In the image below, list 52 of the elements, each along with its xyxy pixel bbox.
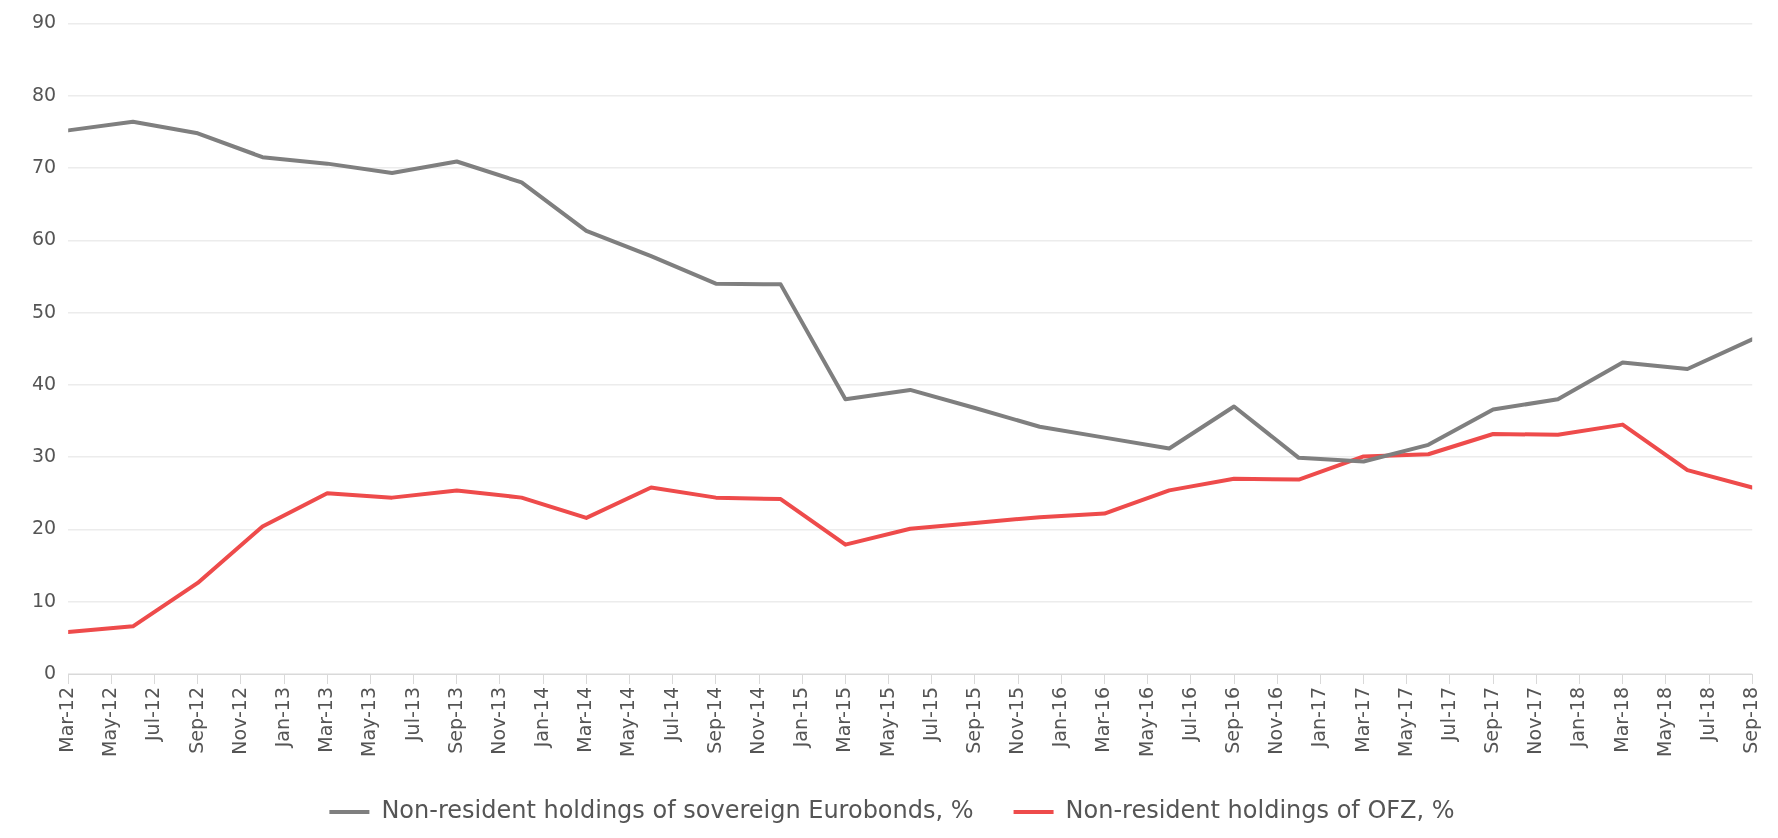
x-tick-label: Sep-17 [1480, 687, 1503, 754]
x-tick-label: Sep-15 [961, 687, 984, 754]
x-tick-label: May-14 [616, 687, 639, 758]
x-tick-label: Sep-18 [1739, 687, 1762, 754]
x-tick-label: Jan-14 [530, 687, 553, 749]
x-tick-label: Mar-18 [1609, 687, 1632, 753]
y-tick-label: 30 [31, 444, 57, 467]
x-tick-label: Nov-12 [227, 687, 250, 755]
x-tick-label: Nov-17 [1523, 687, 1546, 755]
x-tick-label: Mar-13 [314, 687, 337, 753]
x-tick-label: May-15 [875, 687, 898, 758]
x-tick-label: Mar-14 [573, 687, 596, 753]
y-tick-label: 70 [31, 154, 57, 177]
x-tick-label: May-18 [1652, 687, 1675, 758]
x-tick-label: Jan-17 [1307, 687, 1330, 749]
y-tick-label: 60 [31, 227, 57, 250]
x-tick-label: May-17 [1393, 687, 1416, 758]
x-tick-label: Jul-18 [1695, 687, 1718, 742]
y-tick-label: 40 [31, 371, 57, 394]
x-tick-label: Jul-15 [918, 687, 941, 742]
x-tick-label: Jan-15 [789, 687, 812, 749]
x-tick-label: May-13 [357, 687, 380, 758]
x-tick-label: Jan-18 [1566, 687, 1589, 749]
x-tick-label: Sep-12 [184, 687, 207, 754]
x-tick-label: Mar-15 [832, 687, 855, 753]
x-tick-label: Jul-13 [400, 687, 423, 742]
x-tick-label: Mar-17 [1350, 687, 1373, 753]
y-tick-label: 80 [31, 82, 57, 105]
x-tick-label: Sep-14 [702, 687, 725, 754]
x-tick-label: Nov-13 [486, 687, 509, 755]
x-tick-label: Sep-16 [1220, 687, 1243, 754]
x-tick-label: Jul-14 [659, 687, 682, 742]
y-tick-label: 90 [31, 10, 57, 33]
x-tick-label: Nov-14 [746, 687, 768, 755]
x-tick-label: Jan-13 [271, 687, 294, 749]
legend-label: Non-resident holdings of OFZ, % [1065, 796, 1455, 825]
y-tick-label: 0 [44, 660, 57, 683]
y-tick-label: 50 [31, 299, 57, 322]
x-tick-label: Jul-12 [141, 687, 164, 742]
x-tick-label: Nov-15 [1005, 687, 1028, 755]
x-tick-label: Jan-16 [1048, 687, 1071, 749]
x-tick-label: May-16 [1134, 687, 1157, 758]
y-tick-label: 20 [31, 516, 57, 539]
x-tick-label: Nov-16 [1264, 687, 1287, 755]
x-tick-label: May-12 [98, 687, 121, 758]
x-tick-label: Sep-13 [443, 687, 466, 754]
legend-label: Non-resident holdings of sovereign Eurobonds, % [381, 796, 974, 825]
x-tick-label: Mar-16 [1091, 687, 1114, 753]
x-tick-label: Jul-17 [1436, 687, 1459, 742]
y-tick-label: 10 [31, 588, 57, 611]
x-tick-label: Jul-16 [1177, 687, 1200, 742]
x-tick-label: Mar-12 [55, 687, 78, 753]
